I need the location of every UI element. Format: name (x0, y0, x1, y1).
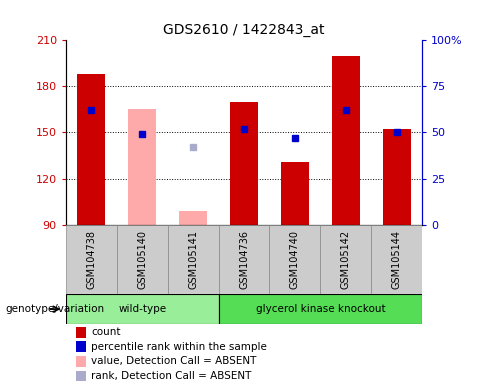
Text: GSM105141: GSM105141 (188, 230, 198, 289)
Title: GDS2610 / 1422843_at: GDS2610 / 1422843_at (163, 23, 325, 36)
Bar (269, 225, 320, 294)
Bar (320, 225, 371, 294)
Bar (332, 56, 360, 225)
Text: genotype/variation: genotype/variation (5, 304, 104, 314)
Text: GSM104738: GSM104738 (86, 230, 96, 289)
Bar (66, 294, 219, 324)
Bar (383, 129, 411, 225)
Bar (66, 225, 117, 294)
Text: percentile rank within the sample: percentile rank within the sample (91, 342, 267, 352)
Text: rank, Detection Call = ABSENT: rank, Detection Call = ABSENT (91, 371, 252, 381)
Text: GSM105140: GSM105140 (137, 230, 147, 289)
Text: GSM104740: GSM104740 (290, 230, 300, 289)
Text: GSM104736: GSM104736 (239, 230, 249, 289)
Bar (128, 109, 156, 225)
Bar (168, 225, 219, 294)
Bar (179, 211, 207, 225)
Bar (117, 225, 168, 294)
Text: count: count (91, 327, 121, 337)
Text: value, Detection Call = ABSENT: value, Detection Call = ABSENT (91, 356, 257, 366)
Bar (219, 294, 422, 324)
Text: GSM105144: GSM105144 (392, 230, 402, 289)
Text: glycerol kinase knockout: glycerol kinase knockout (256, 304, 385, 314)
Text: wild-type: wild-type (118, 304, 166, 314)
Bar (371, 225, 422, 294)
Text: GSM105142: GSM105142 (341, 230, 351, 289)
Bar (281, 162, 309, 225)
Bar (230, 102, 258, 225)
Bar (77, 74, 105, 225)
Bar (219, 225, 269, 294)
